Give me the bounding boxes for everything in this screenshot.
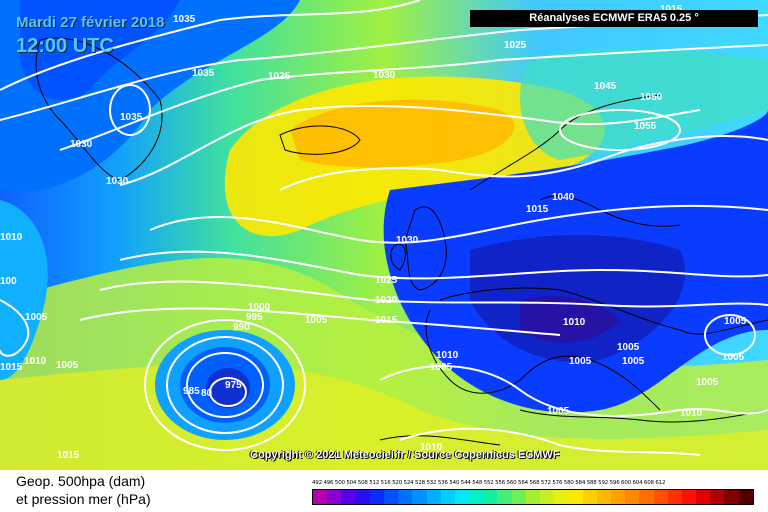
isobar-label: 1050	[640, 92, 663, 103]
color-scale-swatch	[454, 490, 470, 504]
isobars	[0, 0, 768, 455]
isobar-label: 1025	[504, 40, 527, 51]
arctic-band	[520, 48, 768, 160]
isobar-label: 1010	[420, 442, 443, 453]
color-scale-swatch	[511, 490, 526, 504]
isobar-label: 995	[246, 312, 263, 323]
isobar-label: 1055	[634, 121, 657, 132]
color-scale-swatch	[483, 490, 498, 504]
isobar-label: 1015	[57, 450, 80, 461]
isobar-label: 1010	[24, 356, 47, 367]
isobar-label: 985	[183, 386, 200, 397]
color-scale-swatch	[327, 490, 342, 504]
cold-core-dark	[520, 296, 620, 343]
color-scale-swatch	[313, 490, 328, 504]
color-scale-swatch	[398, 490, 413, 504]
isobar-label: 1010	[0, 232, 23, 243]
isobar-label: 1005	[430, 362, 453, 373]
date-label: Mardi 27 février 2018	[16, 14, 165, 31]
isobar-label: 1005	[25, 312, 48, 323]
isobar-labels: 1035 1035 1035 1030 1030 1030 1030 1025 …	[0, 4, 747, 461]
color-scale-swatch	[582, 490, 597, 504]
color-scale-swatch	[710, 490, 725, 504]
field-label-geopotential: Geop. 500hpa (dam)	[16, 473, 146, 489]
isobar-label: 1005	[722, 352, 745, 363]
isobar-label: 1040	[552, 192, 575, 203]
isobar-label: 1005	[569, 356, 592, 367]
isobar-label: 1005	[56, 360, 79, 371]
isobar-label: 1005	[724, 316, 747, 327]
color-scale-swatch	[554, 490, 569, 504]
color-scale-swatch	[426, 490, 441, 504]
coastlines	[35, 37, 768, 446]
isobar-label: 1035	[192, 68, 215, 79]
color-scale-swatch	[639, 490, 654, 504]
color-scale-swatch	[383, 490, 399, 504]
isobar-label: 1045	[594, 81, 617, 92]
color-scale-swatch	[355, 490, 370, 504]
color-scale-swatch	[625, 490, 640, 504]
color-scale-swatch	[540, 490, 555, 504]
isobar-label: 1010	[563, 317, 586, 328]
copyright-text: Copyright © 2021 Meteociel.fr / Source C…	[250, 449, 560, 461]
isobar-label: 1005	[617, 342, 640, 353]
color-scale	[312, 489, 754, 505]
color-scale-swatch	[440, 490, 455, 504]
color-scale-swatch	[568, 490, 583, 504]
color-scale-swatch	[610, 490, 626, 504]
isobar-label: 1030	[106, 176, 129, 187]
time-label: 12:00 UTC	[16, 35, 114, 57]
west-cold	[0, 200, 48, 380]
isobar-label: 100	[0, 276, 17, 287]
source-banner: Réanalyses ECMWF ERA5 0.25 °	[470, 10, 758, 27]
color-scale-swatch	[696, 490, 711, 504]
isobar-label: 1025	[375, 275, 398, 286]
color-scale-swatch	[412, 490, 427, 504]
isobar-label: 80	[201, 388, 213, 399]
geopotential-map: 1035 1035 1035 1030 1030 1030 1030 1025 …	[0, 0, 768, 470]
color-scale-swatch	[738, 490, 753, 504]
color-scale-swatch	[369, 490, 384, 504]
color-scale-labels: 492 496 500 504 508 512 516 520 524 528 …	[312, 480, 666, 486]
ridge-orange	[290, 99, 515, 168]
isobar-label: 990	[233, 322, 250, 333]
isobar-label: 1015	[375, 315, 398, 326]
isobar-label: 1035	[120, 112, 143, 123]
color-scale-swatch	[525, 490, 540, 504]
isobar-label: 1015	[660, 4, 683, 15]
isobar-label: 975	[225, 380, 242, 391]
isobar-label: 1030	[373, 70, 396, 81]
color-scale-swatch	[469, 490, 484, 504]
isobar-label: 1010	[680, 408, 703, 419]
isobar-label: 1025	[268, 71, 291, 82]
color-scale-swatch	[681, 490, 697, 504]
greenland-cold-core	[20, 0, 180, 100]
isobar-label: 1005	[622, 356, 645, 367]
isobar-label: 1020	[375, 295, 398, 306]
color-scale-swatch	[596, 490, 611, 504]
isobar-label: 1000	[248, 302, 271, 313]
isobar-label: 1030	[396, 235, 419, 246]
color-scale-swatch	[653, 490, 668, 504]
isobar-label: 1005	[305, 315, 328, 326]
color-scale-swatch	[497, 490, 512, 504]
field-label-pressure: et pression mer (hPa)	[16, 491, 151, 507]
atlantic-low-core	[206, 368, 250, 408]
isobar-label: 1005	[547, 406, 570, 417]
isobar-label: 1015	[0, 362, 23, 373]
isobar-label: 1030	[70, 139, 93, 150]
isobar-label: 1010	[436, 350, 459, 361]
color-scale-swatch	[341, 490, 356, 504]
isobar-label: 1035	[173, 14, 196, 25]
color-scale-swatch	[724, 490, 739, 504]
isobar-label: 1005	[696, 377, 719, 388]
isobar-label: 1015	[526, 204, 549, 215]
color-scale-swatch	[667, 490, 682, 504]
